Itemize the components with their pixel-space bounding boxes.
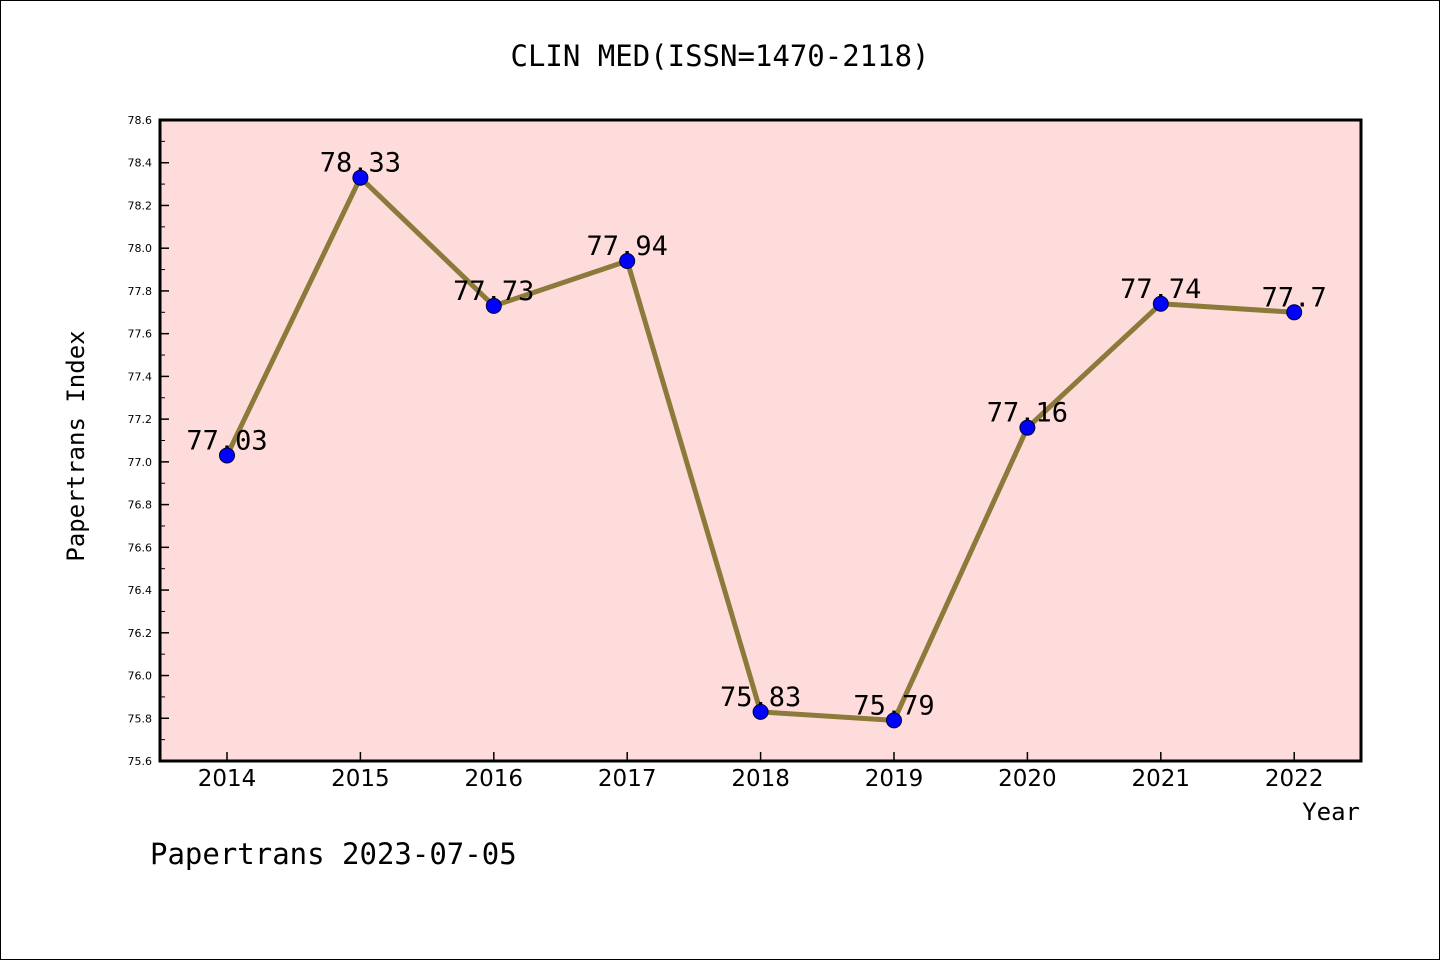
- y-tick-label: 76.2: [128, 627, 153, 640]
- y-tick-label: 77.4: [128, 370, 153, 383]
- data-point: [485, 297, 502, 314]
- x-tick-label: 2021: [1132, 766, 1191, 792]
- data-point: [1152, 295, 1169, 312]
- y-tick-label: 78.0: [128, 242, 153, 255]
- y-tick-label: 77.0: [128, 456, 153, 469]
- x-axis-ticks: 2014 2015 2016 2017 2018 2019 2020 2021 2022: [198, 752, 1324, 792]
- y-tick-label: 75.6: [128, 755, 153, 768]
- y-axis-label: Papertrans Index: [62, 330, 90, 561]
- footer-credit: Papertrans 2023-07-05: [150, 837, 517, 871]
- x-tick-label: 2017: [598, 766, 657, 792]
- y-tick-label: 78.2: [128, 199, 153, 212]
- y-tick-label: 77.2: [128, 413, 153, 426]
- x-tick-label: 2019: [865, 766, 924, 792]
- data-point: [352, 169, 369, 186]
- y-tick-label: 78.4: [128, 157, 153, 170]
- chart-title: CLIN MED(ISSN=1470-2118): [510, 39, 929, 73]
- data-point: [1286, 304, 1303, 321]
- x-axis-label: Year: [1302, 798, 1360, 826]
- y-tick-label: 76.0: [128, 670, 153, 683]
- y-tick-label: 77.6: [128, 328, 153, 341]
- data-point: [886, 712, 902, 729]
- y-tick-label: 76.4: [128, 584, 153, 597]
- x-tick-label: 2016: [465, 766, 524, 792]
- data-point: [619, 253, 636, 270]
- y-tick-label: 78.6: [128, 114, 153, 127]
- data-points: [219, 169, 1303, 729]
- x-tick-label: 2020: [998, 766, 1057, 792]
- data-point: [219, 447, 235, 464]
- plot-area: [158, 118, 1363, 763]
- data-point: [1019, 419, 1036, 436]
- x-tick-label: 2022: [1265, 766, 1324, 792]
- x-tick-label: 2014: [198, 766, 257, 792]
- x-tick-label: 2018: [731, 766, 790, 792]
- y-tick-label: 76.6: [128, 541, 153, 554]
- y-tick-label: 75.8: [128, 712, 153, 725]
- y-tick-label: 77.8: [128, 285, 153, 298]
- data-point: [752, 703, 769, 720]
- y-axis-ticks: 75.6 75.8 76.0 76.2 76.4 76.6 76.8 77.0 77.2 77.4…: [128, 114, 169, 768]
- y-tick-label: 76.8: [128, 499, 153, 512]
- x-tick-label: 2015: [331, 766, 390, 792]
